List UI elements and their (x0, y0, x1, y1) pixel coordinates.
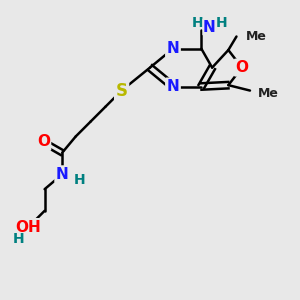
Text: H: H (191, 16, 203, 30)
Text: S: S (116, 82, 128, 100)
Text: O: O (37, 134, 50, 149)
Text: H: H (74, 173, 85, 187)
Text: N: N (203, 20, 216, 34)
Text: O: O (236, 60, 248, 75)
Text: N: N (167, 41, 179, 56)
Text: OH: OH (16, 220, 41, 235)
Text: Me: Me (258, 87, 279, 100)
Text: H: H (216, 16, 227, 30)
Text: Me: Me (246, 30, 267, 43)
Text: N: N (167, 79, 179, 94)
Text: N: N (56, 167, 69, 182)
Text: H: H (13, 232, 25, 246)
